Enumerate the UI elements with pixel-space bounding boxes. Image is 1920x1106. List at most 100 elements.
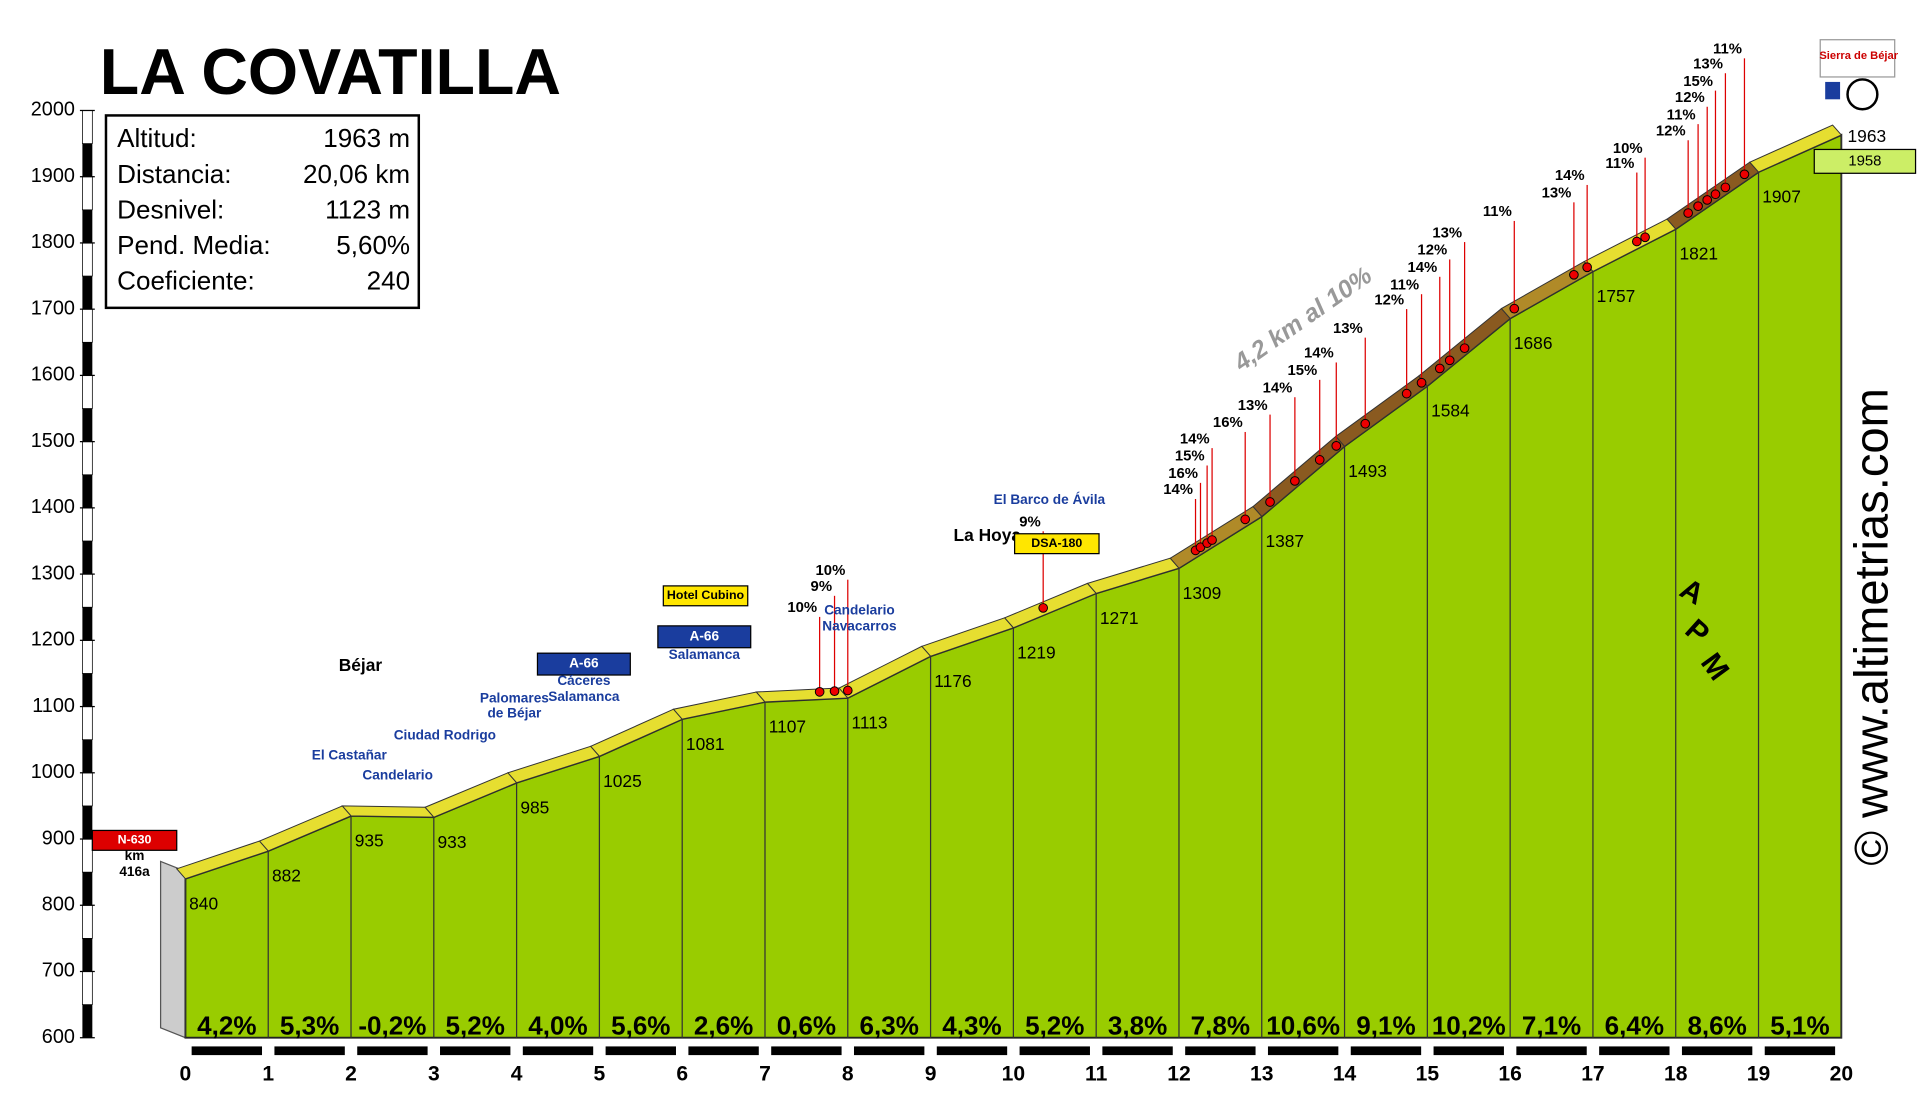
y-scale-bar	[82, 110, 93, 144]
y-scale-bar	[82, 408, 93, 442]
gradient-label: 7,8%	[1191, 1011, 1250, 1041]
elevation-label: 1584	[1431, 401, 1470, 421]
place-label: Navacarros	[822, 618, 897, 633]
steep-label: 11%	[1483, 204, 1512, 220]
place-label: de Béjar	[487, 705, 542, 720]
x-tick-label: 6	[676, 1063, 688, 1086]
elevation-label: 1907	[1762, 187, 1801, 207]
y-tick-label: 1600	[31, 364, 75, 386]
y-scale-bar	[82, 673, 93, 707]
place-label: Salamanca	[669, 647, 741, 662]
y-scale-bar	[82, 938, 93, 972]
steep-dot	[1720, 182, 1731, 193]
elevation-label: 1219	[1017, 642, 1056, 662]
elevation-label: 985	[520, 797, 549, 817]
steep-dot	[1038, 603, 1049, 613]
steep-label: 13%	[1432, 225, 1462, 241]
steep-label: 14%	[1180, 431, 1210, 447]
elevation-label: 1176	[934, 671, 971, 691]
x-tick-label: 10	[1002, 1063, 1025, 1086]
gradient-label: 0,6%	[777, 1011, 836, 1041]
place-label: Ciudad Rodrigo	[394, 728, 496, 743]
elevation-label: 882	[272, 866, 301, 886]
elevation-label: 1821	[1679, 244, 1718, 264]
place-label: A-66	[690, 628, 720, 643]
steep-label: 16%	[1213, 415, 1243, 431]
steep-label: 10%	[1613, 141, 1643, 157]
x-tick-label: 15	[1416, 1063, 1440, 1086]
x-tick-label: 4	[511, 1063, 523, 1086]
x-axis-bar	[274, 1046, 345, 1056]
steep-dot	[1314, 455, 1325, 465]
elevation-label: 840	[189, 893, 218, 913]
elevation-label: 1309	[1183, 583, 1222, 603]
x-axis-bar	[771, 1046, 842, 1056]
place-label: N-630	[118, 833, 152, 847]
steep-dot	[1459, 343, 1470, 353]
steep-label: 14%	[1304, 346, 1334, 362]
gradient-label: 9,1%	[1356, 1011, 1415, 1041]
steep-dot	[1693, 201, 1703, 212]
place-badge	[91, 829, 178, 851]
place-label: DSA-180	[1031, 536, 1082, 550]
y-tick-label: 700	[42, 960, 75, 982]
steep-label: 12%	[1374, 292, 1404, 308]
y-scale-bar	[82, 209, 93, 243]
profile-side	[159, 860, 187, 1039]
y-tick-label: 1200	[31, 629, 75, 651]
x-axis-bar	[1599, 1046, 1670, 1056]
y-scale-bar	[82, 143, 93, 177]
x-axis-bar	[1681, 1046, 1753, 1056]
steep-dot	[1401, 388, 1412, 399]
x-tick-label: 17	[1581, 1063, 1604, 1086]
info-box	[104, 114, 421, 310]
x-axis-bar	[357, 1046, 428, 1056]
chart-title: LA COVATILLA	[100, 36, 561, 108]
steep-dot	[1416, 377, 1427, 388]
steep-label: 12%	[1656, 124, 1686, 140]
info-value: 20,06 km	[303, 159, 410, 189]
gradient-label: 5,3%	[280, 1011, 339, 1041]
steep-dot	[1444, 355, 1455, 366]
place-label: El Castañar	[312, 748, 388, 763]
steep-dot	[1702, 195, 1713, 205]
y-scale-bar	[82, 706, 93, 741]
elevation-label: 1081	[686, 734, 725, 754]
y-scale-bar	[82, 971, 93, 1005]
gradient-label: 4,0%	[528, 1011, 587, 1041]
steep-label: 13%	[1238, 398, 1268, 414]
steep-label: 13%	[1542, 186, 1572, 202]
x-axis-bar	[440, 1046, 511, 1056]
steep-label: 14%	[1555, 168, 1585, 184]
gradient-label: 5,2%	[1025, 1011, 1084, 1041]
place-label: 1958	[1848, 153, 1881, 169]
x-axis-bar	[605, 1046, 676, 1056]
steep-label: 14%	[1263, 380, 1293, 396]
x-tick-label: 18	[1664, 1063, 1688, 1086]
steep-label: 14%	[1163, 482, 1193, 498]
place-badge	[662, 585, 749, 607]
steep-dot	[1739, 169, 1750, 180]
steep-label: 11%	[1605, 156, 1634, 172]
copyright: © www.altimetrias.com	[1844, 388, 1897, 866]
x-tick-label: 2	[345, 1063, 357, 1086]
y-scale-bar	[82, 375, 93, 409]
y-scale-bar	[82, 342, 93, 376]
x-axis-bar	[1350, 1046, 1422, 1056]
y-scale-bar	[82, 540, 93, 575]
y-tick-label: 1500	[31, 430, 75, 452]
info-label: Coeficiente:	[117, 266, 255, 296]
y-scale-bar	[82, 276, 93, 310]
road-segment	[1749, 124, 1843, 173]
y-scale-bar	[82, 441, 93, 476]
place-label: Palomares	[480, 690, 549, 705]
place-label: Cáceres	[557, 673, 611, 688]
y-tick-label: 1700	[31, 297, 75, 319]
y-scale-bar	[82, 242, 93, 277]
y-tick-label: 1400	[31, 496, 75, 518]
y-scale-bar	[82, 904, 93, 939]
info-label: Desnivel:	[117, 194, 224, 224]
road-segment	[341, 805, 435, 818]
gradient-label: 7,1%	[1522, 1011, 1581, 1041]
info-label: Distancia:	[117, 159, 231, 189]
